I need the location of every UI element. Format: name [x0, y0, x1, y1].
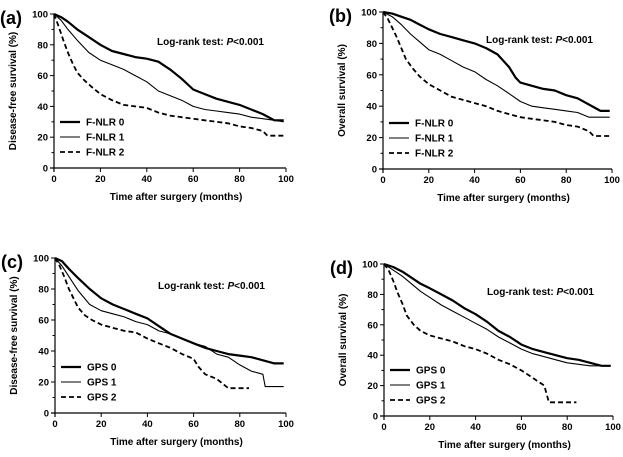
chart-panel-3: 0 20 40 60 80 100 0 20 40 60 80 100 Time after surge… [1, 252, 294, 448]
x-tick-label: 100 [605, 422, 621, 433]
survival-curve-1 [54, 256, 284, 365]
x-tick-label: 40 [142, 419, 153, 430]
legend-label: GPS 2 [87, 393, 117, 404]
x-tick-label: 0 [52, 419, 57, 430]
survival-curve-2 [382, 11, 610, 118]
y-tick-label: 60 [366, 70, 377, 81]
survival-curve-3 [382, 11, 610, 137]
survival-curve-1 [382, 10, 610, 112]
y-tick-label: 40 [367, 351, 378, 362]
y-axis-label: Disease-free survival (%) [8, 32, 19, 150]
legend-label: F-NLR 1 [86, 133, 125, 144]
y-tick-label: 0 [44, 409, 49, 420]
y-tick-label: 60 [367, 320, 378, 331]
y-tick-label: 0 [372, 165, 377, 176]
x-tick-label: 20 [425, 422, 436, 433]
y-tick-label: 0 [43, 164, 48, 175]
panel-label: (a) [0, 8, 22, 28]
y-tick-label: 80 [367, 290, 378, 301]
y-tick-label: 20 [37, 133, 48, 144]
y-axis-label: Overall survival (%) [338, 294, 349, 387]
x-tick-label: 40 [142, 174, 153, 185]
y-axis-label: Disease-free survival (%) [9, 276, 20, 394]
y-tick-label: 20 [38, 378, 49, 389]
survival-curve-3 [383, 263, 577, 404]
legend-label: F-NLR 1 [415, 134, 454, 145]
y-tick-label: 80 [366, 39, 377, 50]
survival-curve-3 [54, 257, 249, 390]
y-tick-label: 60 [37, 71, 48, 82]
survival-curve-1 [53, 12, 284, 122]
y-tick-label: 40 [37, 102, 48, 113]
x-axis-label: Time after surgery (months) [110, 437, 243, 448]
x-tick-label: 20 [96, 419, 107, 430]
legend-label: GPS 0 [416, 366, 446, 377]
x-tick-label: 20 [95, 174, 106, 185]
chart-panel-1: 0 20 40 60 80 100 0 20 40 60 80 100 Time after surge… [0, 8, 294, 203]
survival-curve-2 [383, 263, 611, 367]
y-tick-label: 0 [373, 412, 378, 423]
y-tick-label: 80 [37, 40, 48, 51]
legend-label: F-NLR 0 [415, 119, 454, 130]
x-tick-label: 100 [278, 419, 294, 430]
x-tick-label: 100 [278, 174, 294, 185]
legend-label: GPS 1 [416, 381, 446, 392]
y-tick-label: 80 [38, 285, 49, 296]
chart-panel-4: 0 20 40 60 80 100 0 20 40 60 80 100 Time after surge… [330, 258, 621, 451]
x-axis-label: Time after surgery (months) [110, 192, 243, 203]
y-tick-label: 20 [366, 133, 377, 144]
y-axis-label: Overall survival (%) [337, 44, 348, 137]
x-tick-label: 0 [381, 422, 386, 433]
x-tick-label: 60 [515, 175, 526, 186]
legend-label: GPS 2 [416, 396, 446, 407]
y-tick-label: 40 [38, 347, 49, 358]
x-tick-label: 80 [234, 174, 245, 185]
x-axis-label: Time after surgery (months) [437, 193, 570, 204]
x-tick-label: 20 [424, 175, 435, 186]
log-rank-annotation: Log-rank test: P<0.001 [487, 287, 594, 298]
y-tick-label: 20 [367, 381, 378, 392]
y-tick-label: 100 [361, 8, 377, 19]
y-tick-label: 100 [32, 10, 48, 21]
x-tick-label: 40 [470, 422, 481, 433]
legend-label: F-NLR 0 [86, 118, 125, 129]
x-tick-label: 0 [51, 174, 56, 185]
y-tick-label: 100 [362, 260, 378, 271]
x-tick-label: 60 [188, 174, 199, 185]
legend-label: F-NLR 2 [86, 148, 125, 159]
survival-curve-2 [53, 13, 284, 123]
y-tick-label: 40 [366, 102, 377, 113]
x-axis-label: Time after surgery (months) [438, 440, 571, 451]
legend-label: F-NLR 2 [415, 149, 454, 160]
legend-label: GPS 1 [87, 378, 117, 389]
y-tick-label: 60 [38, 316, 49, 327]
x-tick-label: 0 [380, 175, 385, 186]
x-tick-label: 60 [516, 422, 527, 433]
log-rank-annotation: Log-rank test: P<0.001 [158, 281, 265, 292]
survival-curve-3 [53, 13, 284, 137]
panel-label: (c) [1, 252, 23, 272]
x-tick-label: 80 [561, 175, 572, 186]
log-rank-annotation: Log-rank test: P<0.001 [157, 37, 264, 48]
panel-label: (b) [329, 6, 352, 26]
x-tick-label: 40 [469, 175, 480, 186]
y-tick-label: 100 [33, 254, 49, 265]
survival-curve-1 [383, 262, 611, 367]
panel-label: (d) [330, 258, 353, 278]
x-tick-label: 80 [562, 422, 573, 433]
x-tick-label: 100 [604, 175, 620, 186]
survival-curve-2 [54, 257, 284, 388]
legend-label: GPS 0 [87, 363, 117, 374]
log-rank-annotation: Log-rank test: P<0.001 [486, 35, 593, 46]
chart-panel-2: 0 20 40 60 80 100 0 20 40 60 80 100 Time after surge… [329, 6, 620, 204]
x-tick-label: 60 [188, 419, 199, 430]
x-tick-label: 80 [235, 419, 246, 430]
